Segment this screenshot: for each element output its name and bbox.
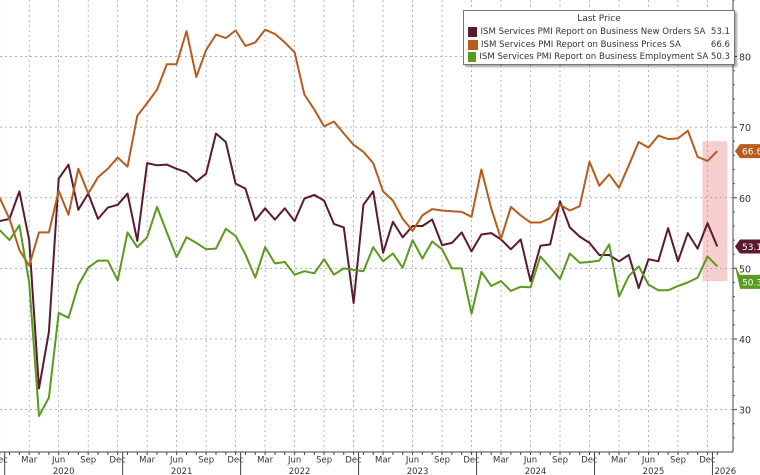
legend-swatch <box>468 52 477 63</box>
x-tick-label: Mar <box>375 456 392 466</box>
last-value-label: 53.1 <box>742 243 760 253</box>
last-value-label: 50.3 <box>742 278 760 288</box>
y-tick-label: 70 <box>739 123 751 134</box>
x-tick-label: Sep <box>552 456 568 466</box>
x-tick-label: Sep <box>80 456 96 466</box>
x-tick-label: Mar <box>139 456 156 466</box>
legend-value: 66.6 <box>710 39 730 50</box>
x-tick-label: Jun <box>523 456 537 466</box>
y-tick-label: 40 <box>739 335 751 346</box>
legend-value: 50.3 <box>710 52 730 63</box>
x-year-label: 2020 <box>53 467 75 475</box>
y-tick-label: 80 <box>739 53 751 64</box>
last-value-tag <box>735 239 760 254</box>
x-tick-label: Dec <box>699 456 716 466</box>
x-tick-label: Dec <box>0 456 8 466</box>
y-tick-label: 60 <box>739 194 751 205</box>
x-tick-label: Mar <box>257 456 274 466</box>
y-tick-label: 50 <box>739 264 751 275</box>
y-tick-label: 30 <box>739 406 751 417</box>
x-tick-label: Mar <box>493 456 510 466</box>
x-year-label: 2022 <box>289 467 311 475</box>
x-tick-label: Dec <box>109 456 126 466</box>
x-tick-label: Jun <box>405 456 419 466</box>
legend-item-employment: ISM Services PMI Report on Business Empl… <box>464 51 734 64</box>
x-tick-label: Jun <box>169 456 183 466</box>
x-year-label: 2024 <box>525 467 547 475</box>
legend-value: 53.1 <box>710 27 730 38</box>
x-year-label: 2026 <box>714 467 736 475</box>
legend-label: ISM Services PMI Report on Business Empl… <box>479 52 709 63</box>
series-line-1 <box>0 28 719 267</box>
series-line-0 <box>0 132 719 390</box>
legend-item-prices: ISM Services PMI Report on Business Pric… <box>464 39 734 52</box>
legend: Last Price ISM Services PMI Report on Bu… <box>463 10 735 65</box>
x-tick-label: Sep <box>316 456 332 466</box>
x-tick-label: Dec <box>463 456 480 466</box>
x-tick-label: Mar <box>611 456 628 466</box>
x-tick-label: Sep <box>434 456 450 466</box>
legend-label: ISM Services PMI Report on Business Pric… <box>481 39 681 50</box>
legend-swatch <box>468 39 478 50</box>
x-tick-label: Dec <box>581 456 598 466</box>
x-tick-label: Mar <box>21 456 38 466</box>
legend-swatch <box>468 27 478 38</box>
series-line-2 <box>0 205 719 417</box>
legend-label: ISM Services PMI Report on Business New … <box>480 27 706 38</box>
x-tick-label: Sep <box>670 456 686 466</box>
x-tick-label: Sep <box>198 456 214 466</box>
last-value-tag <box>735 144 760 159</box>
last-value-tag <box>735 266 760 289</box>
x-tick-label: Jun <box>51 456 65 466</box>
x-tick-label: Dec <box>227 456 244 466</box>
x-year-label: 2021 <box>171 467 193 475</box>
legend-item-new-orders: ISM Services PMI Report on Business New … <box>464 26 734 39</box>
x-year-label: 2025 <box>643 467 665 475</box>
last-value-label: 66.6 <box>742 148 760 158</box>
x-tick-label: Jun <box>287 456 301 466</box>
x-tick-label: Jun <box>641 456 655 466</box>
x-tick-label: Dec <box>345 456 362 466</box>
x-year-label: 2023 <box>407 467 429 475</box>
legend-title: Last Price <box>577 14 621 24</box>
